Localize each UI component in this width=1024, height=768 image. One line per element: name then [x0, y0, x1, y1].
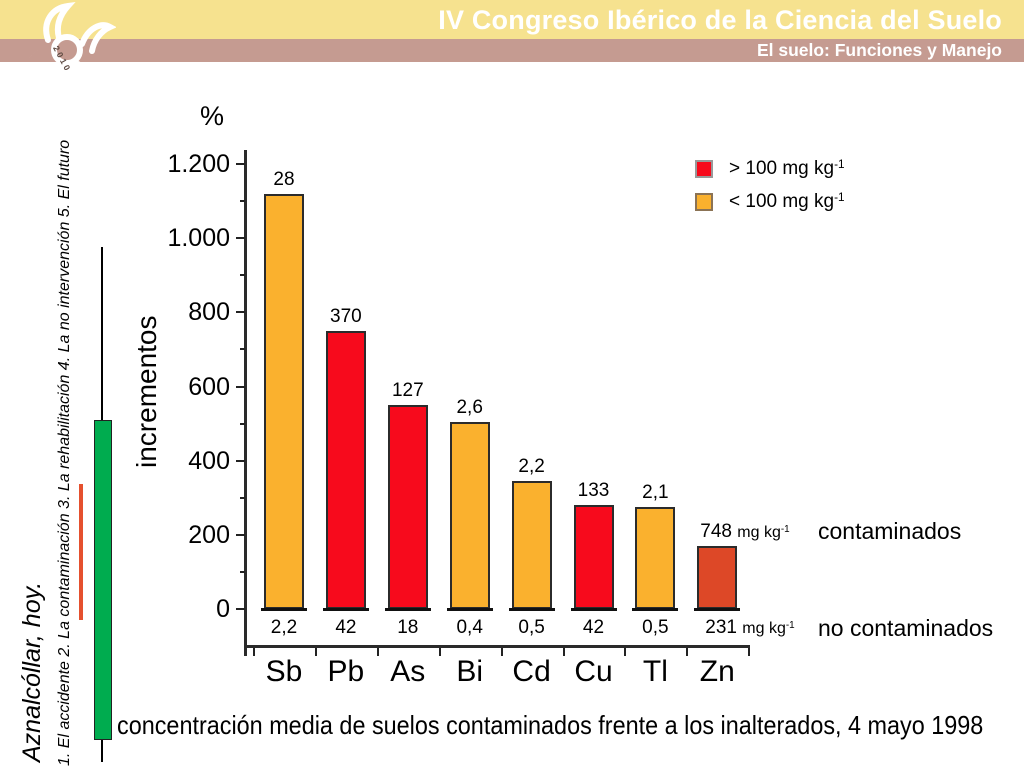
bar-value-bottom: 42	[582, 617, 605, 638]
bar-tl	[635, 507, 676, 609]
sidebar-section-title: Aznalcóllar, hoy.	[18, 581, 46, 762]
x-tick	[748, 648, 751, 656]
bar-value-top: 133	[577, 480, 610, 502]
x-tick	[500, 648, 503, 656]
page-title: IV Congreso Ibérico de la Ciencia del Su…	[438, 5, 1002, 35]
x-tick	[438, 648, 441, 656]
category-label-tl: Tl	[642, 655, 668, 688]
x-tick	[314, 648, 317, 656]
bar-value-bottom: 2,2	[270, 617, 298, 638]
bar-value-bottom: 0,5	[642, 617, 669, 638]
bar-cu	[573, 505, 614, 609]
bar-value-bottom: 0,4	[456, 617, 483, 638]
caption: concentración media de suelos contaminad…	[117, 710, 984, 740]
contaminados-label: contaminados	[818, 518, 962, 544]
y-tick-minor	[240, 570, 245, 573]
bar-bi	[449, 421, 490, 609]
legend-swatch-yellow	[695, 193, 713, 211]
category-label-zn: Zn	[699, 655, 735, 688]
y-axis-line	[244, 150, 247, 656]
y-tick-label: 200	[188, 520, 230, 549]
sidebar-outline: 1. El accidente 2. La contaminación 3. L…	[56, 139, 73, 766]
category-label-bi: Bi	[456, 655, 484, 688]
category-label-pb: Pb	[327, 655, 365, 688]
y-tick-minor	[240, 422, 245, 425]
y-tick-minor	[240, 200, 245, 203]
y-tick-label: 600	[188, 372, 230, 401]
y-tick-minor	[240, 274, 245, 277]
bar-baseline	[694, 608, 741, 611]
category-label-sb: Sb	[265, 655, 303, 688]
x-tick	[624, 648, 627, 656]
y-tick-label: 400	[188, 446, 230, 475]
y-tick-major	[236, 459, 245, 462]
y-tick-major	[236, 311, 245, 314]
bar-baseline	[632, 608, 679, 611]
y-tick-major	[236, 163, 245, 165]
y-tick-minor	[240, 496, 245, 499]
category-label-as: As	[390, 655, 426, 688]
bar-value-top: 2,1	[642, 482, 669, 504]
x-tick	[253, 648, 255, 656]
bar-baseline	[384, 608, 431, 611]
bar-value-top: 370	[330, 305, 362, 327]
category-label-cd: Cd	[512, 655, 551, 688]
legend-swatch-red	[695, 160, 713, 178]
bar-value-top: 748 mg kg-1	[700, 520, 790, 542]
header-subtitle: El suelo: Funciones y Manejo	[756, 40, 1002, 60]
bar-pb	[325, 330, 366, 609]
legend-label-red: > 100 mg kg-1	[729, 158, 845, 179]
y-tick-major	[236, 237, 245, 240]
y-tick-minor	[240, 348, 245, 351]
timeline-highlight	[79, 484, 83, 620]
y-tick-label: 1.200	[167, 150, 230, 178]
y-tick-major	[236, 608, 245, 610]
x-tick	[562, 648, 565, 656]
no-contaminados-label: no contaminados	[818, 615, 994, 641]
bar-baseline	[508, 608, 555, 611]
timeline-progress-bar	[94, 420, 112, 740]
bar-value-top: 28	[273, 168, 295, 190]
bar-baseline	[570, 608, 617, 611]
bar-value-bottom: 231 mg kg-1	[705, 617, 795, 638]
bar-baseline	[261, 608, 307, 611]
y-tick-major	[236, 385, 245, 388]
bar-zn	[697, 545, 738, 609]
x-tick	[686, 648, 689, 656]
bar-value-top: 2,2	[518, 456, 545, 478]
x-tick	[376, 648, 379, 656]
congress-logo-icon	[24, 2, 116, 92]
bar-value-bottom: 42	[335, 617, 357, 638]
y-axis-unit: %	[199, 101, 224, 131]
bar-sb	[264, 193, 304, 609]
category-label-cu: Cu	[574, 655, 613, 688]
bar-baseline	[322, 608, 369, 611]
header-band	[0, 0, 1024, 39]
bar-value-bottom: 0,5	[518, 617, 545, 638]
bar-baseline	[446, 608, 493, 611]
bar-as	[387, 405, 428, 609]
bar-value-bottom: 18	[397, 617, 419, 638]
header-subband	[0, 39, 1024, 62]
legend-label-yellow: < 100 mg kg-1	[729, 191, 845, 212]
bar-value-top: 127	[391, 380, 424, 402]
y-tick-label: 0	[216, 595, 230, 623]
x-axis-line	[245, 645, 750, 648]
bar-cd	[511, 481, 552, 609]
bar-value-top: 2,6	[456, 396, 483, 418]
y-tick-major	[236, 533, 245, 536]
y-tick-label: 800	[188, 298, 230, 327]
y-tick-label: 1.000	[167, 224, 230, 253]
